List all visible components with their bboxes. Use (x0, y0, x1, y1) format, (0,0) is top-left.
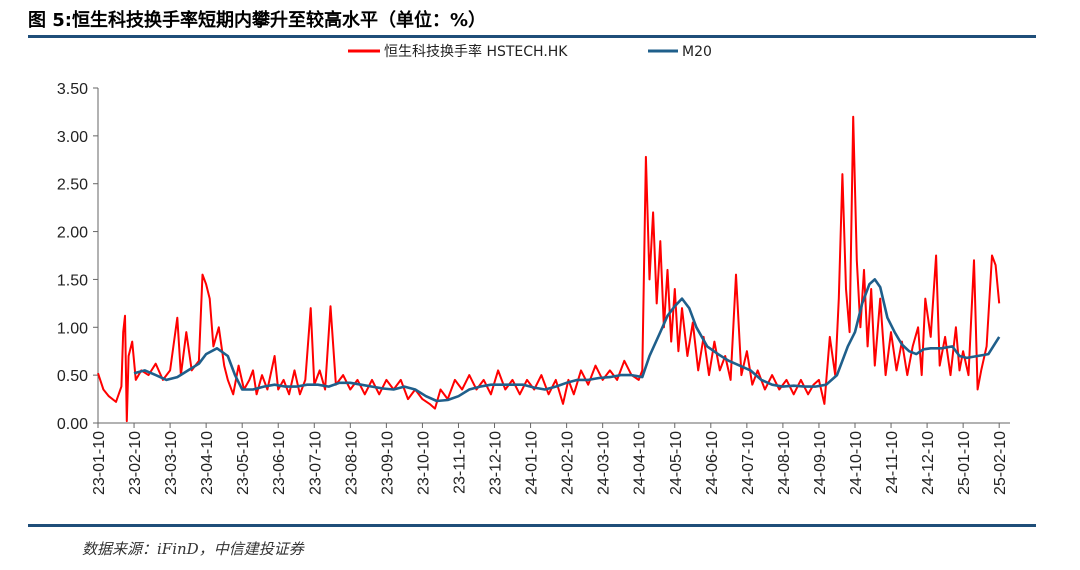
x-tick-label: 23-10-10 (415, 431, 432, 495)
x-tick-label: 23-02-10 (127, 431, 144, 495)
x-tick-label: 23-03-10 (163, 431, 180, 495)
top-rule (28, 35, 1036, 38)
x-tick-label: 24-11-10 (884, 431, 901, 494)
x-tick-label: 24-09-10 (812, 431, 829, 495)
x-tick-label: 24-01-10 (524, 431, 541, 495)
y-tick-label: 0.00 (57, 416, 88, 433)
x-tick-label: 24-05-10 (668, 431, 685, 495)
x-tick-label: 23-12-10 (488, 431, 505, 495)
x-tick-label: 23-01-10 (91, 431, 108, 495)
x-tick-label: 23-04-10 (199, 431, 216, 495)
x-tick-label: 23-07-10 (307, 431, 324, 495)
y-tick-label: 1.00 (57, 320, 88, 337)
x-tick-label: 25-02-10 (992, 431, 1009, 495)
bottom-rule (28, 524, 1036, 527)
x-tick-label: 24-03-10 (596, 431, 613, 495)
y-tick-label: 0.50 (57, 368, 88, 385)
y-tick-label: 3.50 (57, 81, 88, 98)
x-tick-label: 24-08-10 (776, 431, 793, 495)
x-tick-label: 23-05-10 (235, 431, 252, 495)
x-tick-label: 25-01-10 (956, 431, 973, 495)
x-tick-label: 23-06-10 (271, 431, 288, 495)
series-line-m20 (133, 278, 1001, 403)
chart-series (97, 115, 1001, 423)
series-line-turnover (97, 115, 1001, 423)
y-tick-label: 2.50 (57, 177, 88, 194)
x-tick-label: 23-08-10 (343, 431, 360, 495)
chart-axes: 0.00 0.50 1.00 1.50 2.00 2.50 3.00 3.50 23-01-10… (57, 81, 1010, 495)
source-note: 数据来源：iFinD，中信建投证券 (82, 540, 304, 558)
legend-label-turnover: 恒生科技换手率 HSTECH.HK (384, 43, 568, 60)
y-tick-label: 1.50 (57, 272, 88, 289)
x-tick-label: 24-02-10 (560, 431, 577, 495)
y-tick-label: 2.00 (57, 225, 88, 242)
x-tick-label: 23-09-10 (379, 431, 396, 495)
line-chart: 恒生科技换手率 HSTECH.HK M20 0.00 0.50 1.00 1.50 2.… (57, 43, 1010, 495)
x-tick-label: 23-11-10 (451, 431, 468, 494)
chart-legend: 恒生科技换手率 HSTECH.HK M20 (348, 43, 712, 60)
y-tick-label: 3.00 (57, 129, 88, 146)
x-tick-label: 24-04-10 (632, 431, 649, 495)
x-tick-label: 24-07-10 (740, 431, 757, 495)
legend-label-m20: M20 (682, 44, 712, 60)
x-tick-label: 24-12-10 (920, 431, 937, 495)
x-tick-label: 24-06-10 (704, 431, 721, 495)
x-tick-label: 24-10-10 (848, 431, 865, 495)
chart-title: 图 5:恒生科技换手率短期内攀升至较高水平（单位：%） (28, 10, 487, 31)
